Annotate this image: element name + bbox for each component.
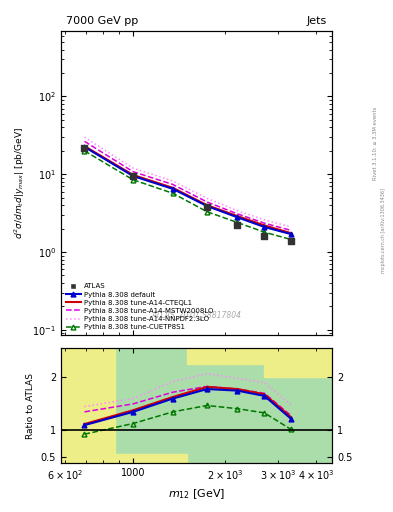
Text: Rivet 3.1.10; ≥ 3.3M events: Rivet 3.1.10; ≥ 3.3M events (373, 106, 378, 180)
Text: mcplots.cern.ch [arXiv:1306.3436]: mcplots.cern.ch [arXiv:1306.3436] (381, 188, 386, 273)
Point (234, 221, 241, 229)
Legend: ATLAS, Pythia 8.308 default, Pythia 8.308 tune-A14-CTEQL1, Pythia 8.308 tune-A14: ATLAS, Pythia 8.308 default, Pythia 8.30… (64, 282, 215, 332)
Point (204, 203, 210, 211)
Point (261, 232, 268, 240)
Point (81, 143, 88, 152)
Point (130, 172, 136, 180)
X-axis label: $m_{12}$ [GeV]: $m_{12}$ [GeV] (168, 487, 225, 501)
Y-axis label: Ratio to ATLAS: Ratio to ATLAS (26, 373, 35, 439)
Text: ATLAS_2010_S8817804: ATLAS_2010_S8817804 (151, 310, 242, 319)
Point (288, 237, 294, 245)
Text: Jets: Jets (307, 16, 327, 26)
Y-axis label: $d^{2}\sigma/dm_{t}d|y_{max}|$ [pb/GeV]: $d^{2}\sigma/dm_{t}d|y_{max}|$ [pb/GeV] (12, 127, 27, 239)
Text: 7000 GeV pp: 7000 GeV pp (66, 16, 139, 26)
